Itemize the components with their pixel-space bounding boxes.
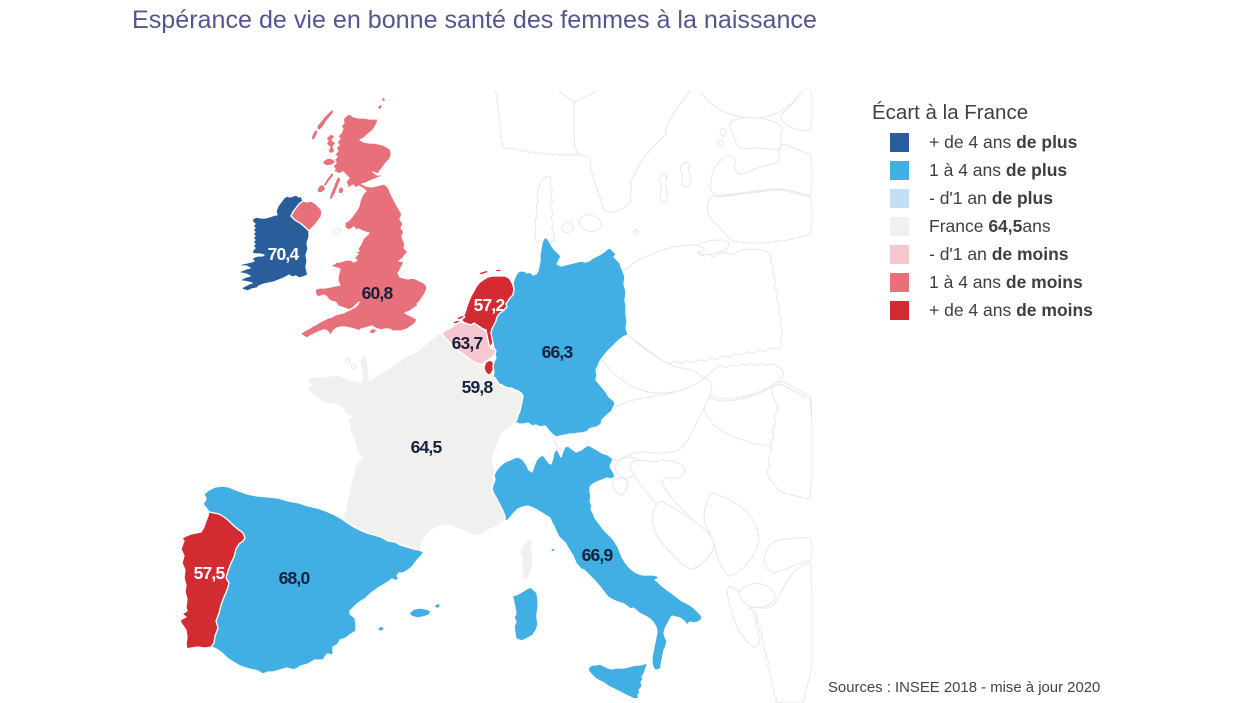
- svg-text:68,0: 68,0: [279, 568, 311, 588]
- svg-text:66,3: 66,3: [542, 342, 574, 362]
- svg-text:59,8: 59,8: [462, 377, 494, 397]
- svg-text:63,7: 63,7: [452, 333, 483, 353]
- svg-text:57,2: 57,2: [474, 295, 506, 315]
- svg-text:70,4: 70,4: [268, 244, 300, 264]
- svg-text:66,9: 66,9: [582, 545, 614, 565]
- svg-text:57,5: 57,5: [194, 563, 226, 583]
- svg-text:60,8: 60,8: [362, 283, 394, 303]
- svg-text:64,5: 64,5: [411, 437, 443, 457]
